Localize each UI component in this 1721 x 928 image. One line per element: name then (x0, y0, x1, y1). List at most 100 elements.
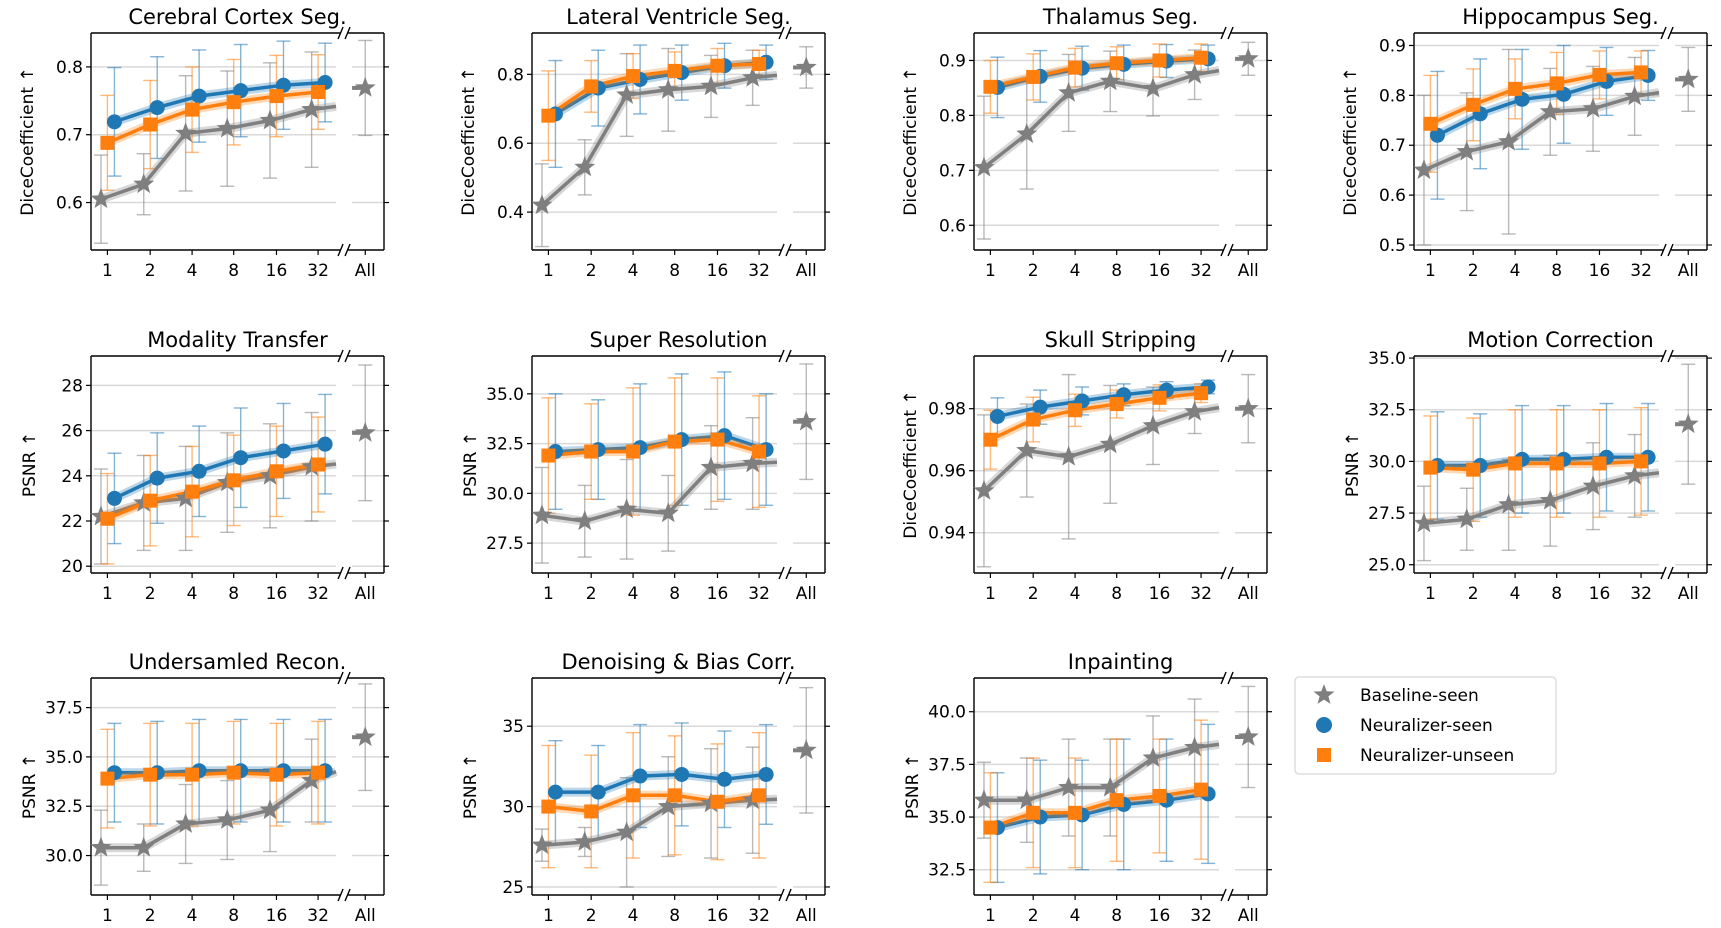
x-tick-label: 2 (586, 906, 597, 924)
subplot-title: Undersamled Recon. (129, 650, 347, 674)
x-tick-label: 2 (1028, 584, 1039, 604)
point-baseline-seen (1058, 81, 1080, 102)
subplot-title: Inpainting (1068, 650, 1174, 674)
point-baseline-seen (175, 122, 197, 143)
y-tick-label: 30 (502, 798, 524, 818)
x-tick-label: 8 (669, 906, 680, 924)
point-neuralizer-seen (276, 443, 292, 459)
point-neuralizer-seen (1556, 86, 1572, 102)
point-neuralizer-seen (547, 784, 563, 800)
point-baseline-seen (1237, 47, 1259, 68)
x-tick-label: 32 (1190, 584, 1212, 604)
axis-break-mark (344, 671, 351, 685)
point-neuralizer-seen (106, 114, 122, 130)
axis-break-mark (344, 349, 351, 363)
x-tick-label: All (1238, 261, 1259, 281)
legend-label: Neuralizer-unseen (1360, 746, 1514, 766)
subplot-title: Skull Stripping (1045, 328, 1197, 352)
point-neuralizer-unseen (667, 63, 682, 78)
subplot-title: Lateral Ventricle Seg. (566, 5, 791, 29)
point-neuralizer-unseen (100, 511, 115, 526)
y-tick-label: 0.94 (928, 524, 966, 544)
y-tick-label: 0.7 (939, 161, 966, 181)
point-neuralizer-unseen (983, 432, 998, 447)
point-neuralizer-unseen (269, 464, 284, 479)
axis-break-mark (778, 349, 785, 363)
x-tick-label: 4 (1510, 584, 1521, 604)
point-neuralizer-unseen (541, 108, 556, 123)
y-tick-label: 0.7 (56, 126, 83, 146)
point-neuralizer-unseen (1549, 76, 1564, 91)
point-neuralizer-seen (149, 100, 165, 116)
point-neuralizer-unseen (1068, 60, 1083, 75)
x-tick-label: 1 (985, 261, 996, 281)
point-neuralizer-unseen (311, 84, 326, 99)
x-tick-label: 2 (145, 584, 156, 604)
point-baseline-seen (1498, 493, 1520, 514)
axis-break-mark (344, 26, 351, 40)
point-neuralizer-unseen (710, 794, 725, 809)
y-tick-label: 28 (61, 376, 83, 396)
subplot-6: 27.5 30.0 32.5 35.0 1 2 4 8 16 32 All Super Resolut… (461, 328, 830, 604)
y-tick-label: 40.0 (928, 703, 966, 723)
y-tick-label: 37.5 (928, 755, 966, 775)
point-baseline-seen (1456, 508, 1478, 529)
y-axis-label: DiceCoefficient ↑ (901, 390, 921, 538)
axis-break-mark (785, 243, 792, 257)
point-baseline-seen (742, 66, 764, 87)
y-axis-label: PSNR ↑ (461, 432, 481, 497)
axis-break-mark (337, 671, 344, 685)
point-baseline-seen (354, 726, 376, 747)
axis-break-mark (778, 888, 785, 902)
point-baseline-seen (133, 836, 155, 857)
point-neuralizer-unseen (1152, 390, 1167, 405)
x-tick-label: All (355, 906, 376, 924)
axis-break-mark (1227, 566, 1234, 580)
point-baseline-seen (574, 510, 596, 531)
x-tick-label: 1 (985, 584, 996, 604)
point-baseline-seen (1677, 68, 1699, 89)
point-neuralizer-unseen (1508, 81, 1523, 96)
axis-break-mark (1667, 26, 1674, 40)
point-baseline-seen (1058, 445, 1080, 466)
point-neuralizer-unseen (185, 767, 200, 782)
point-baseline-seen (531, 834, 553, 855)
y-axis-label: DiceCoefficient ↑ (18, 67, 38, 215)
point-neuralizer-unseen (667, 788, 682, 803)
point-baseline-seen (1099, 70, 1121, 91)
subplot-9: 30.0 32.5 35.0 37.5 1 2 4 8 16 32 All Undersamled R… (20, 650, 389, 926)
point-neuralizer-unseen (626, 788, 641, 803)
x-tick-label: All (796, 261, 817, 281)
point-neuralizer-unseen (541, 448, 556, 463)
axis-break-mark (778, 566, 785, 580)
y-tick-label: 0.7 (1379, 136, 1406, 156)
point-neuralizer-unseen (584, 804, 599, 819)
axis-break-mark (1660, 349, 1667, 363)
point-baseline-seen (354, 421, 376, 442)
y-axis-label: PSNR ↑ (20, 432, 40, 497)
x-tick-label: All (1678, 584, 1699, 604)
axis-break-mark (1227, 888, 1234, 902)
axis-break-mark (1227, 243, 1234, 257)
series-line-baseline-seen (541, 460, 778, 523)
axis-break-mark (1220, 566, 1227, 580)
point-neuralizer-unseen (143, 117, 158, 132)
point-baseline-seen (301, 98, 323, 119)
x-tick-label: 32 (748, 906, 770, 924)
point-neuralizer-seen (989, 408, 1005, 424)
series-line-glow-baseline-seen (101, 767, 338, 853)
point-neuralizer-unseen (1549, 456, 1564, 471)
x-tick-label: 2 (145, 261, 156, 281)
axis-break-mark (337, 566, 344, 580)
point-neuralizer-unseen (311, 457, 326, 472)
point-baseline-seen (616, 821, 638, 842)
x-tick-label: 8 (669, 584, 680, 604)
y-axis-label: PSNR ↑ (1343, 432, 1363, 497)
x-tick-label: 16 (1589, 584, 1611, 604)
point-baseline-seen (1624, 464, 1646, 485)
series-line-baseline-seen (100, 104, 337, 201)
axis-break-mark (1227, 26, 1234, 40)
x-tick-label: 2 (1028, 906, 1039, 924)
point-baseline-seen (1539, 100, 1561, 121)
subplot-4: 0.5 0.6 0.7 0.8 0.9 1 2 4 8 16 32 All Hippocampus Se… (1341, 5, 1712, 281)
